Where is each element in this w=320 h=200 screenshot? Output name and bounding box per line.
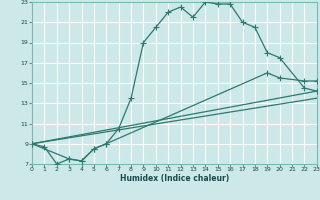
X-axis label: Humidex (Indice chaleur): Humidex (Indice chaleur) [120,174,229,183]
